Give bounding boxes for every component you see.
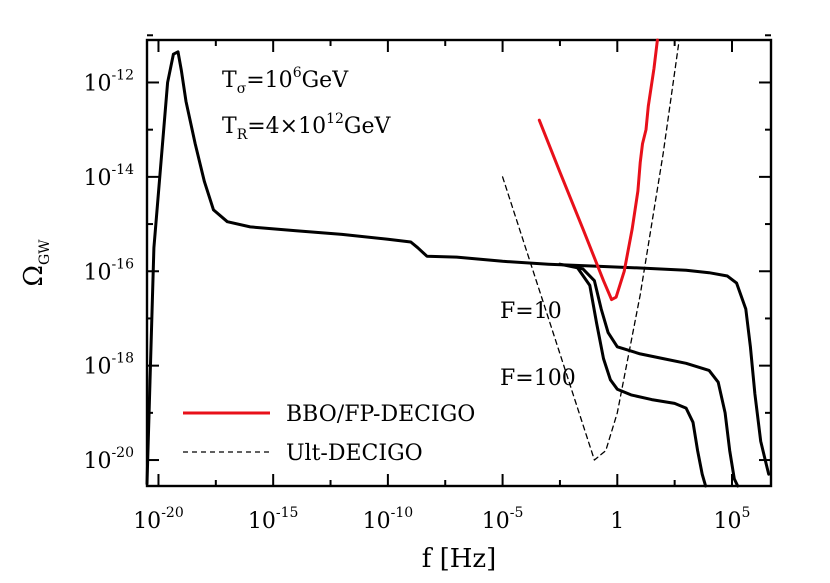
legend: BBO/FP-DECIGO Ult-DECIGO xyxy=(183,402,475,466)
curves-group xyxy=(145,38,771,488)
y-tick-label: 10-20 xyxy=(83,445,134,474)
y-tick-label: 10-16 xyxy=(83,256,134,285)
y-tick-label: 10-18 xyxy=(83,351,134,380)
series-line-f-1 xyxy=(145,50,771,486)
y-tick-label: 10-14 xyxy=(83,162,134,191)
ticks-group xyxy=(147,34,771,486)
x-tick-label: 10-15 xyxy=(248,505,299,534)
curve-label-f10: F=10 xyxy=(500,299,562,324)
series-line-f-10 xyxy=(558,262,740,488)
legend-label-ult: Ult-DECIGO xyxy=(286,441,423,466)
x-axis-title: f [Hz] xyxy=(422,544,497,574)
series-line-f-100 xyxy=(574,264,708,488)
annotation-t-r: TR=4×1012GeV xyxy=(222,111,392,143)
legend-label-bbo: BBO/FP-DECIGO xyxy=(286,402,475,427)
x-tick-label: 1 xyxy=(610,509,624,534)
x-tick-label: 10-5 xyxy=(482,505,524,534)
y-axis-title: ΩGW xyxy=(19,239,53,287)
tick-labels-group: 10-20 10-15 10-10 10-5 1 105 10-12 10-14 10-16 10… xyxy=(83,67,750,534)
series-line-bbo-fp-decigo xyxy=(537,38,659,302)
curve-label-f100: F=100 xyxy=(500,366,576,391)
y-tick-label: 10-12 xyxy=(83,67,134,96)
annotation-t-sigma: Tσ=106GeV xyxy=(222,65,349,97)
x-tick-label: 105 xyxy=(714,505,751,534)
x-tick-label: 10-20 xyxy=(133,505,184,534)
series-line-ult-decigo xyxy=(501,39,680,461)
plot-frame xyxy=(145,38,773,488)
x-tick-label: 10-10 xyxy=(363,505,414,534)
